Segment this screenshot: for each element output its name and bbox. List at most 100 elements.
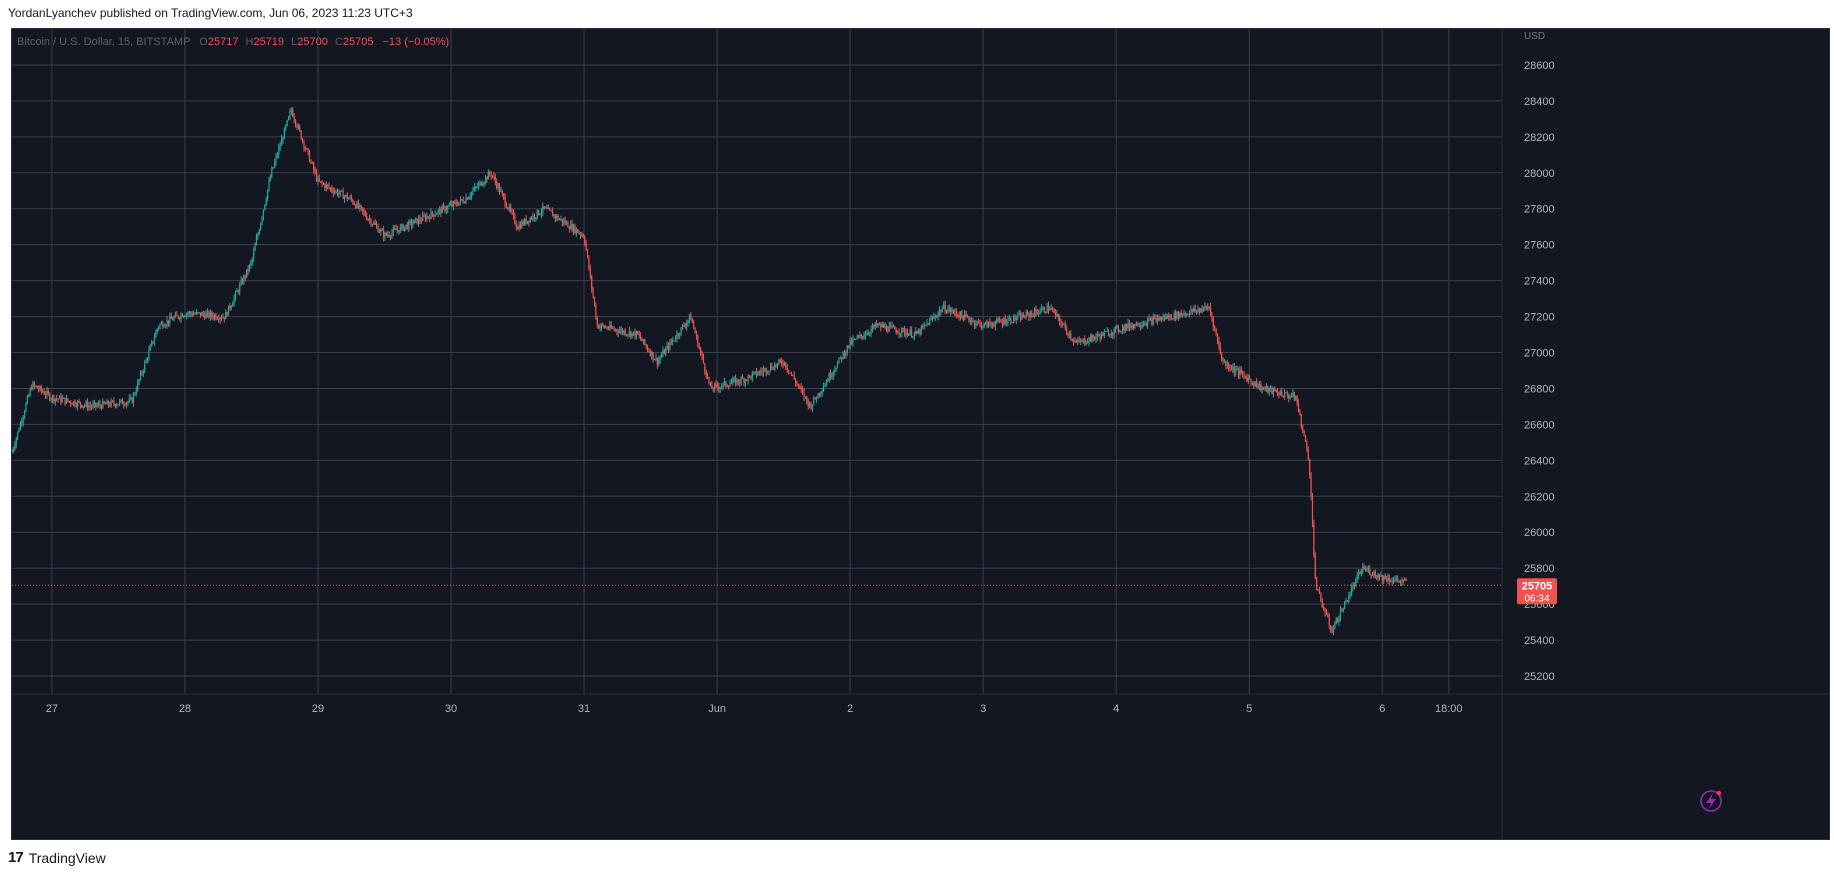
- candle-body: [1320, 593, 1322, 601]
- candle-body: [1344, 601, 1346, 610]
- chart-panel[interactable]: 25200 25400 25600 25800 26000 26200 26400 26600…: [11, 28, 1830, 840]
- candle-body: [1127, 322, 1129, 328]
- candle-body: [1399, 581, 1402, 583]
- candle-body: [1369, 569, 1371, 575]
- legend-symbol: Bitcoin / U.S. Dollar, 15, BITSTAMP: [17, 36, 190, 48]
- candle-body: [803, 391, 805, 398]
- candle-body: [420, 220, 422, 222]
- candle-body: [757, 373, 759, 376]
- candle-body: [369, 219, 371, 221]
- candle-body: [658, 359, 660, 365]
- candle-body: [845, 352, 847, 356]
- candle-body: [16, 431, 19, 439]
- candle-body: [634, 331, 636, 337]
- candle-body: [775, 364, 777, 366]
- time-tick-label: 27: [46, 703, 58, 715]
- candle-body: [279, 145, 281, 148]
- candle-body: [809, 403, 811, 407]
- candle-body: [71, 403, 73, 405]
- candle-body: [452, 201, 455, 207]
- candle-body: [1144, 323, 1146, 325]
- candle-body: [767, 371, 769, 373]
- candle-body: [1307, 449, 1309, 460]
- candle-body: [789, 372, 791, 374]
- candle-body: [937, 313, 939, 317]
- time-tick-label: 30: [445, 703, 457, 715]
- candle-body: [655, 357, 657, 360]
- candle-body: [338, 193, 340, 195]
- candle-body: [258, 230, 260, 235]
- candle-body: [334, 191, 336, 193]
- candle-body: [366, 216, 368, 220]
- candle-body: [536, 210, 538, 218]
- candle-body: [739, 382, 741, 384]
- candle-body: [690, 314, 692, 321]
- candle-body: [1039, 312, 1041, 314]
- candle-body: [1012, 315, 1015, 323]
- candle-body: [828, 373, 830, 382]
- candle-body: [233, 297, 235, 304]
- candle-body: [1300, 414, 1302, 427]
- candle-body: [581, 234, 583, 236]
- candle-body: [1158, 318, 1160, 321]
- candle-body: [505, 204, 508, 208]
- candle-body: [1155, 317, 1157, 322]
- candle-body: [399, 226, 401, 233]
- lightning-icon[interactable]: [1700, 790, 1722, 812]
- candle-body: [1279, 391, 1281, 395]
- candles: [12, 106, 1407, 636]
- candle-body: [732, 379, 734, 383]
- candle-body: [163, 326, 165, 328]
- candle-body: [462, 200, 464, 203]
- candle-body: [1193, 308, 1195, 312]
- candle-body: [519, 224, 522, 229]
- candle-body: [774, 364, 776, 370]
- candle-body: [139, 372, 142, 380]
- candle-body: [30, 388, 33, 390]
- candle-body: [438, 208, 441, 211]
- candle-body: [84, 405, 86, 407]
- price-chart[interactable]: 2520025400256002580026000262002640026600…: [12, 29, 1829, 839]
- price-axis[interactable]: 2520025400256002580026000262002640026600…: [1524, 60, 1555, 683]
- candle-body: [371, 224, 373, 226]
- candle-body: [497, 185, 499, 188]
- candle-body: [388, 234, 390, 237]
- candle-body: [582, 234, 584, 238]
- candle-body: [557, 215, 559, 220]
- candle-body: [247, 269, 249, 271]
- candle-body: [1260, 384, 1262, 391]
- candle-body: [512, 212, 515, 216]
- candle-body: [114, 404, 116, 407]
- candle-body: [1088, 337, 1090, 343]
- candle-body: [107, 401, 109, 405]
- candle-body: [451, 203, 453, 207]
- candle-body: [459, 199, 461, 203]
- candle-body: [396, 230, 399, 232]
- candle-body: [796, 383, 798, 385]
- candle-body: [265, 199, 267, 205]
- candle-body: [1310, 474, 1312, 497]
- candle-body: [825, 381, 827, 385]
- candle-body: [779, 360, 781, 362]
- candle-body: [443, 206, 445, 208]
- candle-body: [174, 314, 177, 318]
- candle-body: [378, 231, 380, 233]
- candle-body: [852, 339, 854, 344]
- candle-body: [1057, 314, 1059, 318]
- candle-body: [652, 352, 654, 360]
- price-tick-label: 27800: [1524, 204, 1555, 216]
- candle-body: [436, 213, 438, 215]
- candle-body: [53, 395, 55, 402]
- candle-body: [585, 242, 587, 250]
- candle-body: [718, 386, 720, 389]
- candle-body: [1356, 575, 1358, 580]
- candle-body: [321, 181, 323, 184]
- candle-body: [783, 362, 786, 365]
- time-axis[interactable]: 27 28 29 30 31 Jun 2 3 4 5 6 18:00: [46, 703, 1463, 715]
- candle-body: [1391, 581, 1393, 583]
- candle-body: [860, 334, 862, 336]
- candle-body: [427, 216, 429, 218]
- candle-body: [1138, 326, 1140, 328]
- candle-body: [1179, 312, 1181, 318]
- candle-body: [56, 398, 58, 400]
